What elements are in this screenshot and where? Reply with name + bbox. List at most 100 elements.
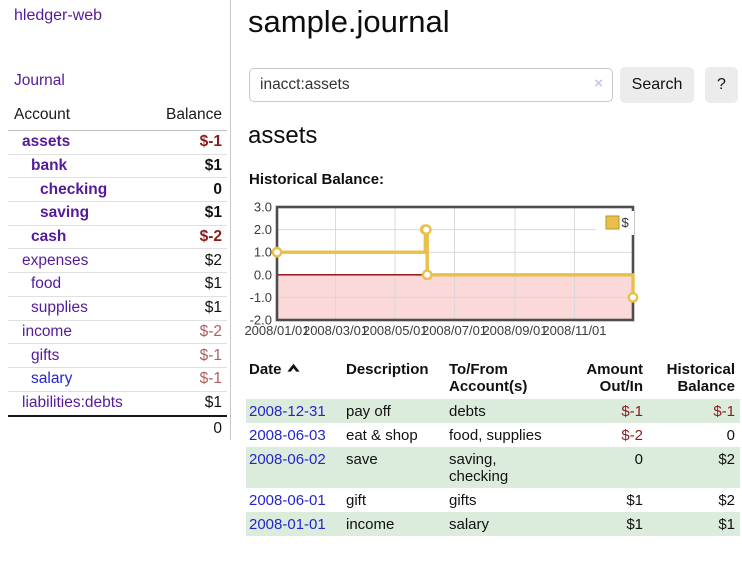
account-row: income $-2 (8, 321, 227, 345)
accounts-total-value: 0 (213, 420, 222, 438)
amount-column-header: Amount Out/In (586, 361, 643, 395)
account-balance: $2 (204, 251, 222, 269)
transactions-table: Date Description To/From Account(s) Amou… (246, 359, 740, 536)
transaction-description: pay off (346, 402, 391, 420)
svg-text:0.0: 0.0 (254, 267, 272, 282)
account-row: saving $1 (8, 202, 227, 226)
account-link-salary[interactable]: salary (31, 370, 73, 388)
accounts-column-header: To/From Account(s) (449, 361, 528, 395)
transaction-row: 2008-12-31 pay off debts $-1 $-1 (246, 399, 740, 423)
app-title-link[interactable]: hledger-web (14, 7, 103, 24)
sidebar-item-journal[interactable]: Journal (14, 72, 65, 89)
svg-text:2008/09/01: 2008/09/01 (482, 323, 547, 338)
account-balance: $-1 (199, 370, 222, 388)
account-balance: 0 (213, 180, 222, 198)
transaction-amount: $1 (626, 491, 643, 509)
transaction-accounts: gifts (449, 491, 477, 509)
transaction-balance: 0 (726, 426, 735, 444)
transaction-date-link[interactable]: 2008-06-03 (249, 426, 326, 444)
historical-balance-chart: 3.0 2.0 1.0 0.0 -1.0 -2.02008/01/012008/03/01… (244, 200, 639, 338)
sidebar-divider (230, 0, 231, 440)
account-link-cash[interactable]: cash (31, 228, 67, 246)
account-row: salary $-1 (8, 368, 227, 392)
svg-text:2008/07/01: 2008/07/01 (422, 323, 487, 338)
transaction-amount: 0 (634, 450, 643, 468)
clear-search-icon[interactable]: × (594, 75, 603, 92)
account-balance: $-1 (199, 346, 222, 364)
transaction-balance: $1 (718, 515, 735, 533)
accounts-table-header: Account Balance (8, 104, 227, 131)
transaction-balance: $2 (718, 491, 735, 509)
account-row: checking 0 (8, 178, 227, 203)
date-column-header[interactable]: Date (249, 361, 346, 395)
page-title: sample.journal (248, 4, 450, 39)
transaction-accounts: food, supplies (449, 426, 542, 444)
account-link-income[interactable]: income (22, 322, 72, 340)
sort-ascending-icon (286, 363, 300, 372)
account-link-checking[interactable]: checking (40, 180, 108, 198)
transaction-row: 2008-06-02 save saving, checking 0 $2 (246, 447, 740, 488)
account-heading: assets (248, 122, 318, 149)
svg-text:1.0: 1.0 (254, 245, 272, 260)
accounts-total-row: 0 (8, 415, 227, 438)
search-input[interactable] (249, 68, 613, 102)
account-column-header: Account (14, 106, 71, 123)
svg-text:2.0: 2.0 (254, 222, 272, 237)
account-link-gifts[interactable]: gifts (31, 346, 60, 364)
account-row: food $1 (8, 273, 227, 297)
transaction-row: 2008-06-01 gift gifts $1 $2 (246, 488, 740, 512)
account-row: gifts $-1 (8, 344, 227, 368)
svg-text:2008/01/01: 2008/01/01 (244, 323, 309, 338)
account-row: liabilities:debts $1 (8, 392, 227, 416)
account-balance: $1 (204, 394, 222, 412)
account-row: assets $-1 (8, 131, 227, 155)
account-balance: $1 (204, 157, 222, 175)
transaction-balance: $2 (718, 450, 735, 468)
transaction-date-link[interactable]: 2008-06-01 (249, 491, 326, 509)
transaction-amount: $-1 (621, 402, 643, 420)
balance-column-header: Balance (165, 106, 222, 123)
account-balance: $1 (204, 299, 222, 317)
description-column-header: Description (346, 361, 429, 378)
svg-text:$: $ (622, 215, 630, 230)
transaction-description: eat & shop (346, 426, 418, 444)
account-balance: $1 (204, 275, 222, 293)
account-link-saving[interactable]: saving (40, 204, 90, 222)
svg-text:2008/11/01: 2008/11/01 (542, 323, 606, 338)
transaction-row: 2008-01-01 income salary $1 $1 (246, 512, 740, 536)
account-balance: $-2 (199, 322, 222, 340)
account-balance: $-2 (199, 228, 222, 246)
svg-text:3.0: 3.0 (254, 200, 272, 215)
transaction-date-link[interactable]: 2008-06-02 (249, 450, 326, 468)
transaction-row: 2008-06-03 eat & shop food, supplies $-2… (246, 423, 740, 447)
svg-text:2008/03/01: 2008/03/01 (303, 323, 368, 338)
transaction-accounts: salary (449, 515, 490, 533)
account-balance: $1 (204, 204, 222, 222)
transaction-balance: $-1 (713, 402, 735, 420)
help-button[interactable]: ? (705, 67, 738, 103)
account-balance: $-1 (199, 133, 222, 151)
transaction-description: gift (346, 491, 367, 509)
transactions-header-row: Date Description To/From Account(s) Amou… (246, 359, 740, 399)
account-row: bank $1 (8, 155, 227, 179)
search-button[interactable]: Search (620, 67, 694, 103)
transaction-date-link[interactable]: 2008-01-01 (249, 515, 326, 533)
account-link-supplies[interactable]: supplies (31, 299, 88, 317)
transaction-date-link[interactable]: 2008-12-31 (249, 402, 326, 420)
account-link-food[interactable]: food (31, 275, 62, 293)
transaction-amount: $1 (626, 515, 643, 533)
chart-title: Historical Balance: (249, 171, 385, 188)
transaction-accounts: debts (449, 402, 486, 420)
svg-text:2008/05/01: 2008/05/01 (362, 323, 427, 338)
account-link-bank[interactable]: bank (31, 157, 68, 175)
account-row: supplies $1 (8, 297, 227, 321)
transaction-description: income (346, 515, 395, 533)
search-box: × (249, 68, 613, 102)
account-link-expenses[interactable]: expenses (22, 251, 89, 269)
account-link-liabilities-debts[interactable]: liabilities:debts (22, 394, 123, 412)
transaction-accounts: saving, checking (449, 450, 509, 485)
transaction-description: save (346, 450, 378, 468)
transaction-amount: $-2 (621, 426, 643, 444)
balance-column-header: Historical Balance (666, 361, 735, 395)
account-link-assets[interactable]: assets (22, 133, 71, 151)
